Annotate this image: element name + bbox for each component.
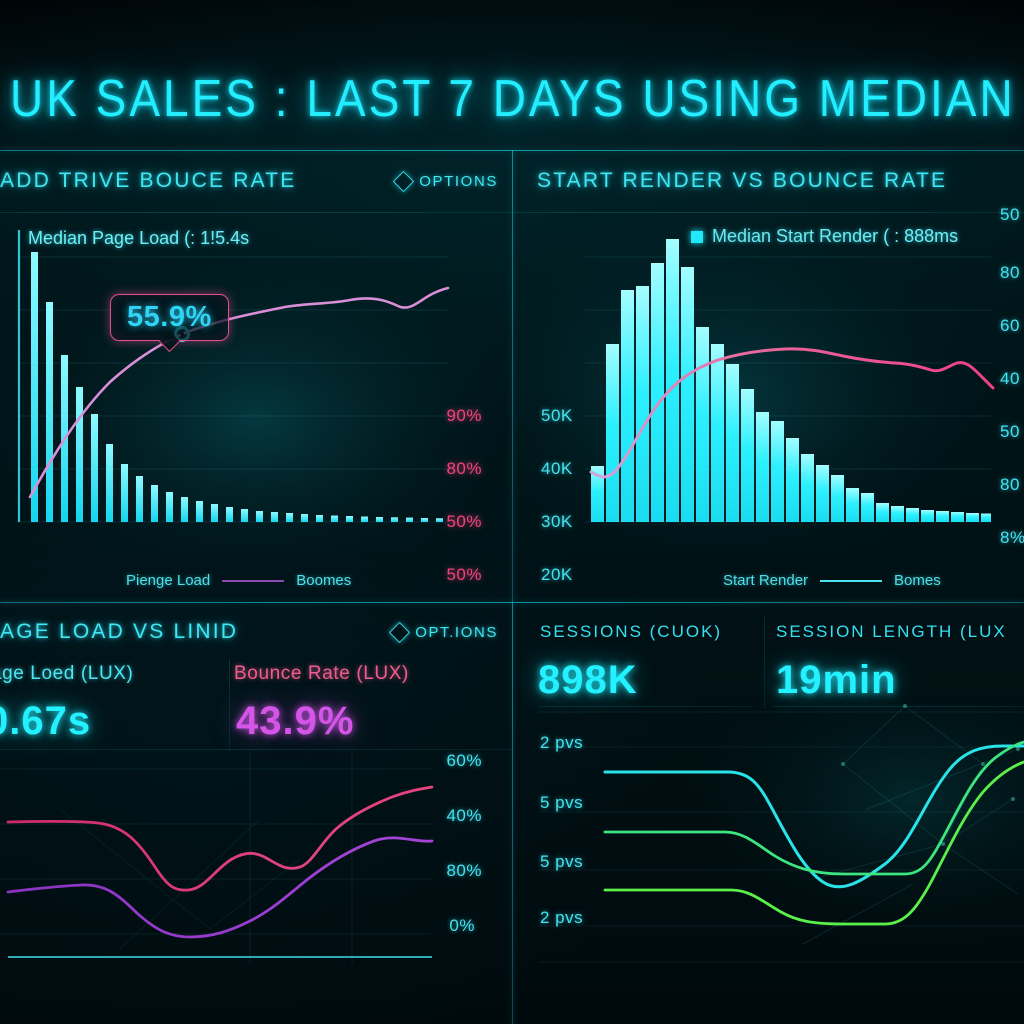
panel-1-tooltip-value: 55.9% [127, 301, 212, 333]
panel-1-legend-bottom-right: Boomes [296, 572, 352, 589]
panel-1-legend-bottom: Pienge Load Boomes [126, 572, 351, 589]
panel-3-kpi-right-value: 43.9% [236, 699, 355, 743]
panel-4-plot [513, 704, 1024, 1024]
panel-3-ytick-2: 80% [446, 861, 482, 880]
panel-3-ytick-0: 60% [446, 751, 482, 770]
panel-2-legend-bottom: Start Render Bomes [723, 572, 941, 589]
panel-1-title: ıADD TRIVE BOUCE RATE [0, 169, 297, 192]
bottom-column-divider [512, 602, 513, 1024]
panel-2-ytick-right-4: 50 [1000, 422, 1020, 441]
panel-4-kpi-right-label: SESSION LENGTH (LUX [776, 622, 1007, 641]
panel-1-header: ıADD TRIVE BOUCE RATE OPTIONS [0, 150, 512, 212]
panel-2-ytick-right-3: 40 [1000, 369, 1020, 388]
panel-1-ytick-0: 90% [446, 406, 482, 425]
panel-page-load-vs-lind: ıAGE LOAD VS LINID OPT.IONS rage Loed (L… [0, 603, 512, 1024]
panel-2-legend-bottom-left: Start Render [723, 572, 809, 589]
panel-4-ytick-1: 5 pvs [540, 793, 584, 812]
panel-2-ytick-left-3: 20K [541, 565, 573, 584]
top-column-divider [512, 150, 513, 602]
panel-3-header: ıAGE LOAD VS LINID OPT.IONS [0, 603, 512, 661]
panel-2-title: START RENDER VS BOUNCE RATE [537, 169, 948, 192]
panel-1-ytick-3: 50% [446, 565, 482, 584]
panel-3-kpi-right-label: Bounce Rate (LUX) [234, 663, 409, 684]
panel-1-ytick-1: 80% [446, 459, 482, 478]
panel-2-ytick-right-1: 80 [1000, 263, 1020, 282]
panel-2-legend-line [820, 579, 883, 582]
panel-2-header: START RENDER VS BOUNCE RATE [513, 150, 1024, 212]
panel-1-ytick-2: 50% [446, 512, 482, 531]
panel-3-kpi-left-value: 0.67s [0, 699, 92, 743]
panel-3-ytick-3: 0% [449, 916, 475, 935]
panel-4-ytick-0: 2 pvs [540, 733, 584, 752]
diamond-icon [393, 170, 415, 192]
panel-1-rule [0, 212, 512, 213]
panel-2-ytick-left-2: 30K [541, 512, 573, 531]
panel-2-ytick-right-5: 80 [1000, 475, 1020, 494]
dashboard-header: UK SALES : LAST 7 DAYS USING MEDIAN ⌄ [0, 48, 1024, 148]
panel-3-kpi-left-label: rage Loed (LUX) [0, 663, 134, 684]
panel-2-rule [513, 212, 1024, 213]
panel-2-ytick-right-2: 60 [1000, 316, 1020, 335]
panel-4-kpi-left-value: 898K [538, 658, 638, 702]
panel-2-ytick-right-6: 8% [1000, 528, 1024, 547]
panel-3-plot [0, 749, 434, 964]
panel-1-legend-line [222, 579, 285, 582]
panel-4-kpi-split [764, 617, 765, 709]
panel-4-kpi-right-value: 19min [776, 658, 897, 702]
panel-sessions: SESSIONS (CUOK) SESSION LENGTH (LUX 898K… [513, 603, 1024, 1024]
panel-3-options-button[interactable]: OPT.IONS [389, 621, 498, 643]
panel-1-options-button[interactable]: OPTIONS [393, 170, 498, 192]
panel-page-load-bounce: ıADD TRIVE BOUCE RATE OPTIONS Median Pag… [0, 150, 512, 602]
panel-3-title: ıAGE LOAD VS LINID [0, 620, 239, 643]
panel-2-legend-bottom-right: Bomes [894, 572, 941, 589]
panel-1-legend-bottom-left: Pienge Load [126, 572, 211, 589]
panel-3-kpi-split [229, 659, 230, 751]
panel-2-ytick-left-1: 40K [541, 459, 573, 478]
panel-3-kpi-rule [0, 749, 512, 750]
page-title: UK SALES : LAST 7 DAYS USING MEDIAN [10, 68, 1016, 128]
panel-4-ytick-2: 5 pvs [540, 852, 584, 871]
panel-1-plot [0, 222, 512, 552]
panel-2-ytick-left-0: 50K [541, 406, 573, 425]
panel-1-options-label: OPTIONS [419, 172, 498, 190]
panel-3-ytick-1: 40% [446, 806, 482, 825]
diamond-icon [389, 621, 411, 643]
panel-1-tooltip: 55.9% [110, 294, 229, 341]
panel-2-ytick-right-0: 50 [1000, 205, 1020, 224]
panel-2-plot [513, 222, 1024, 552]
panel-4-kpi-left-label: SESSIONS (CUOK) [540, 622, 723, 641]
panel-4-ytick-3: 2 pvs [540, 908, 584, 927]
panel-3-options-label: OPT.IONS [415, 623, 498, 641]
panel-start-render-bounce: START RENDER VS BOUNCE RATE Median Start… [513, 150, 1024, 602]
